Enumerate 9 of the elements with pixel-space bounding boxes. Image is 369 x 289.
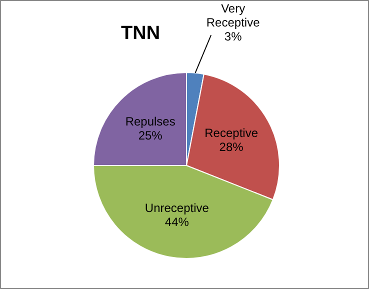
data-label: 25% — [138, 128, 163, 143]
slice-label: Receptive — [204, 126, 258, 140]
data-label: 3% — [224, 29, 242, 44]
data-label: 44% — [164, 215, 190, 230]
slice-label: Repulses — [125, 114, 176, 129]
text: TNN — [121, 23, 160, 44]
slice-label: Unreceptive — [144, 201, 210, 216]
data-label: 28% — [219, 140, 244, 154]
slice-label: Very Receptive — [206, 1, 260, 30]
